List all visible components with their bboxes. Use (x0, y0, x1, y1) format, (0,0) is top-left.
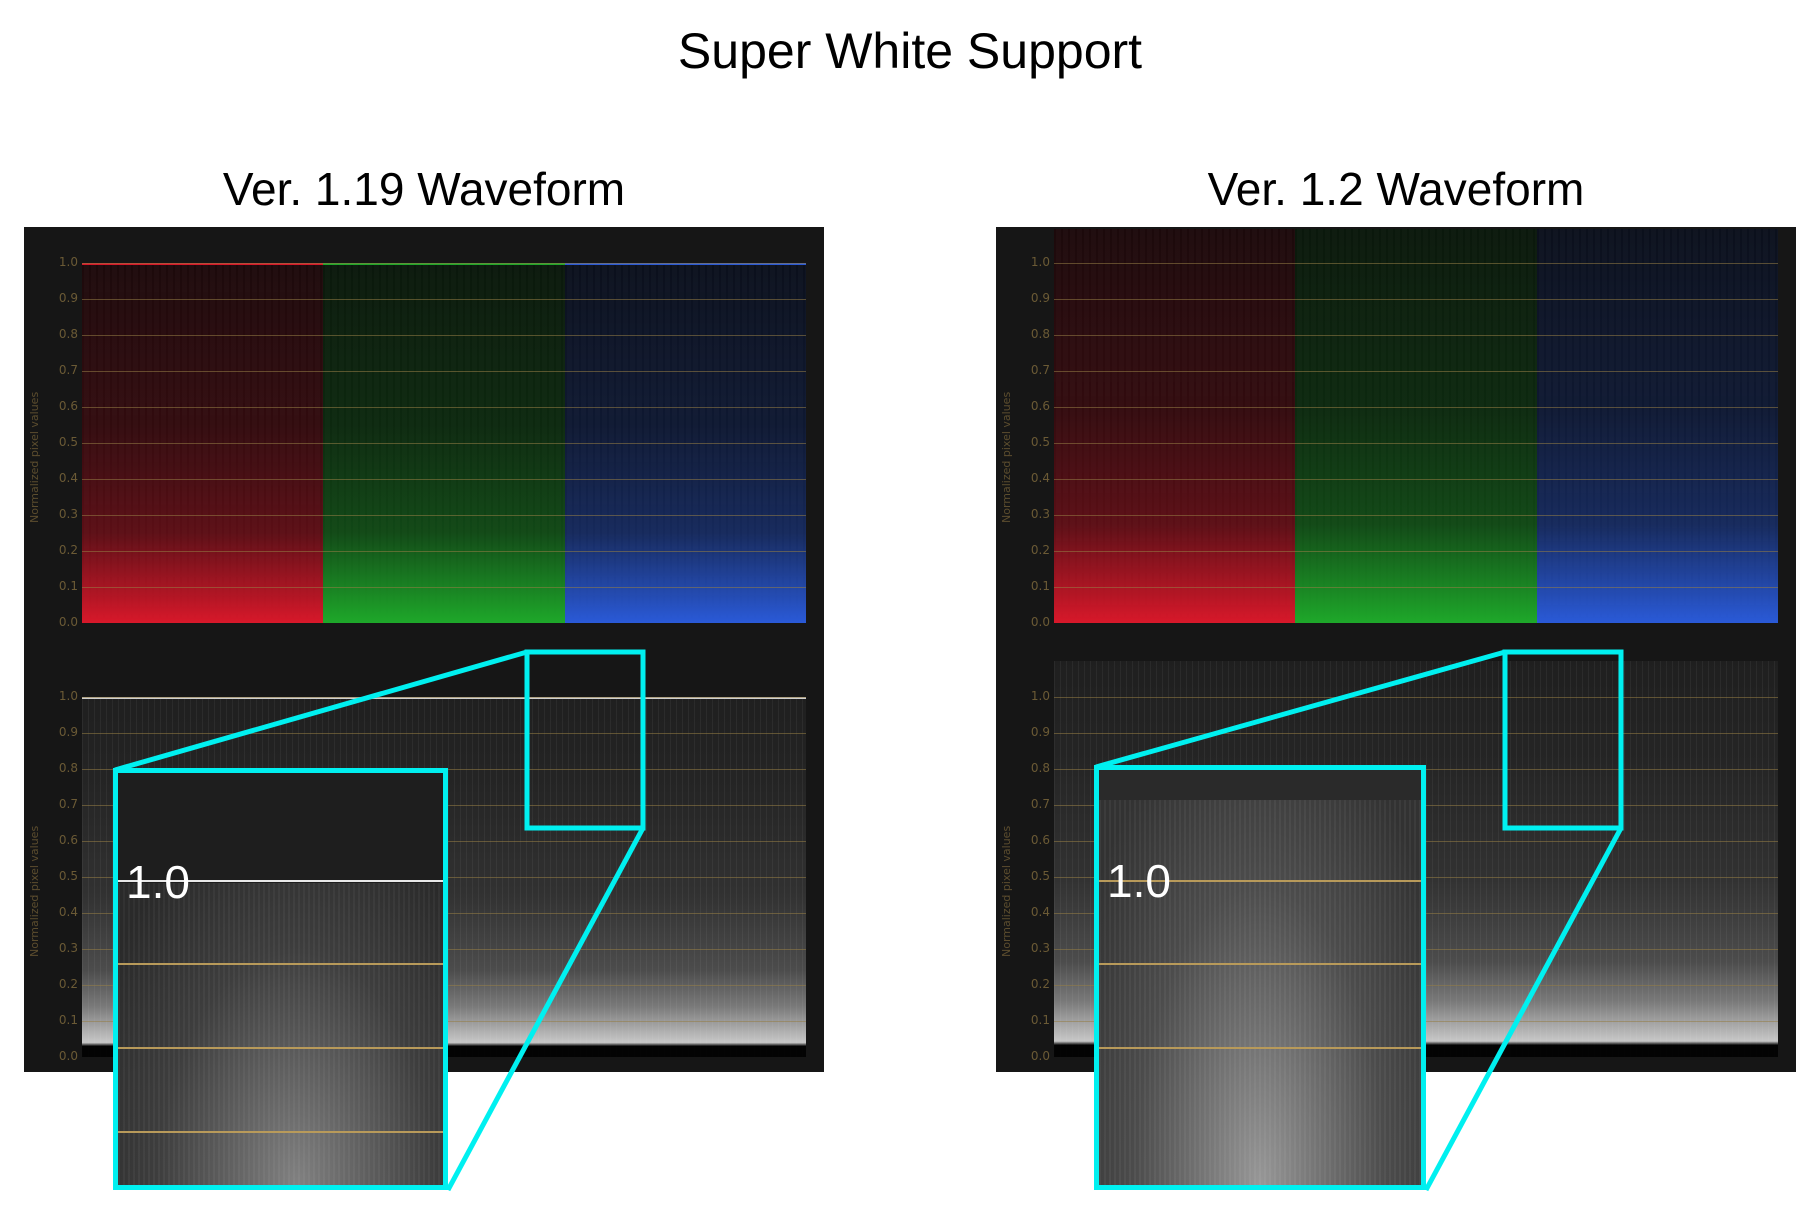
clip-line (323, 263, 565, 265)
noise-texture (118, 883, 443, 1185)
y-tick-label: 0.6 (1030, 399, 1050, 413)
noise-texture (1099, 800, 1421, 1185)
y-tick-label: 0.0 (1030, 615, 1050, 629)
y-axis-label: Normalized pixel values (28, 825, 41, 957)
y-axis-label: Normalized pixel values (1000, 391, 1013, 523)
y-tick-label: 0.3 (1030, 941, 1050, 955)
y-tick-label: 0.8 (1030, 327, 1050, 341)
grid-line (1099, 963, 1421, 965)
y-tick-label: 0.5 (58, 869, 78, 883)
grid-line (82, 515, 806, 516)
y-tick-label: 0.9 (58, 725, 78, 739)
grid-line (1099, 1047, 1421, 1049)
y-tick-label: 0.7 (1030, 797, 1050, 811)
y-tick-label: 0.5 (1030, 435, 1050, 449)
y-tick-label: 0.9 (1030, 291, 1050, 305)
grid-line (118, 963, 443, 965)
grid-line (82, 407, 806, 408)
clip-line (82, 263, 324, 265)
y-tick-label: 0.4 (1030, 471, 1050, 485)
waveform-panel-v119: 1.0 0.9 0.8 0.7 0.6 0.5 0.4 0.3 0.2 0.1 0.0 Normali… (24, 227, 824, 1072)
y-tick-label: 0.2 (1030, 543, 1050, 557)
y-tick-label: 1.0 (58, 689, 78, 703)
grid-line (1054, 299, 1778, 300)
y-tick-label: 0.9 (58, 291, 78, 305)
y-tick-label: 0.2 (58, 977, 78, 991)
grid-line (118, 1047, 443, 1049)
y-tick-label: 0.8 (58, 761, 78, 775)
blue-channel (1536, 229, 1778, 623)
y-tick-label: 0.8 (58, 327, 78, 341)
y-tick-label: 0.0 (1030, 1049, 1050, 1063)
grid-line (1054, 371, 1778, 372)
zoom-inset-v119: 1.0 (113, 768, 448, 1190)
grid-line (82, 371, 806, 372)
grid-line (1054, 551, 1778, 552)
red-channel (1054, 229, 1296, 623)
grid-line (1054, 697, 1778, 698)
y-tick-label: 0.6 (58, 399, 78, 413)
y-tick-label: 0.3 (58, 941, 78, 955)
zoom-inset-v12: 1.0 (1094, 765, 1426, 1190)
grid-line (82, 587, 806, 588)
y-tick-label: 1.0 (1030, 689, 1050, 703)
figure-title: Super White Support (677, 23, 1143, 79)
y-tick-label: 0.1 (58, 579, 78, 593)
y-tick-label: 0.4 (58, 471, 78, 485)
grid-line (1054, 587, 1778, 588)
y-tick-label: 0.3 (1030, 507, 1050, 521)
y-tick-label: 0.2 (58, 543, 78, 557)
grid-line (82, 335, 806, 336)
grid-line (1054, 733, 1778, 734)
left-panel-heading: Ver. 1.19 Waveform (222, 163, 626, 215)
grid-line (1054, 407, 1778, 408)
y-tick-label: 0.7 (58, 363, 78, 377)
grid-line (1054, 263, 1778, 264)
y-tick-label: 0.9 (1030, 725, 1050, 739)
grid-line (82, 299, 806, 300)
grid-line (82, 697, 806, 698)
y-tick-label: 0.6 (1030, 833, 1050, 847)
y-tick-label: 1.0 (58, 255, 78, 269)
grid-line (1054, 443, 1778, 444)
grid-line (118, 1131, 443, 1133)
rgb-parade-scope (1054, 229, 1778, 623)
y-tick-label: 0.7 (58, 797, 78, 811)
y-tick-label: 0.8 (1030, 761, 1050, 775)
grid-line (1054, 515, 1778, 516)
green-channel (1295, 229, 1537, 623)
y-tick-label: 0.1 (1030, 1013, 1050, 1027)
y-tick-label: 0.0 (58, 1049, 78, 1063)
y-tick-label: 0.2 (1030, 977, 1050, 991)
y-tick-label: 0.4 (58, 905, 78, 919)
grid-line (82, 479, 806, 480)
right-panel-heading: Ver. 1.2 Waveform (1207, 163, 1585, 215)
grid-line (82, 443, 806, 444)
y-tick-label: 0.5 (58, 435, 78, 449)
y-tick-label: 0.3 (58, 507, 78, 521)
grid-line-1-0 (1099, 880, 1421, 882)
grid-line (1054, 335, 1778, 336)
y-tick-label: 0.6 (58, 833, 78, 847)
y-tick-label: 0.1 (1030, 579, 1050, 593)
y-tick-label: 0.1 (58, 1013, 78, 1027)
clip-line (564, 263, 806, 265)
grid-line (82, 551, 806, 552)
grid-line (82, 263, 806, 264)
y-tick-label: 0.5 (1030, 869, 1050, 883)
empty-above-clip (118, 773, 443, 882)
clip-line-1-0 (118, 880, 443, 882)
grid-line (82, 733, 806, 734)
rgb-parade-scope (82, 263, 806, 623)
y-axis-label: Normalized pixel values (1000, 825, 1013, 957)
y-axis-label: Normalized pixel values (28, 391, 41, 523)
grid-line (1054, 479, 1778, 480)
y-tick-label: 0.7 (1030, 363, 1050, 377)
zoom-value-label: 1.0 (1107, 855, 1171, 907)
y-tick-label: 0.0 (58, 615, 78, 629)
y-tick-label: 0.4 (1030, 905, 1050, 919)
zoom-value-label: 1.0 (126, 856, 190, 908)
y-tick-label: 1.0 (1030, 255, 1050, 269)
